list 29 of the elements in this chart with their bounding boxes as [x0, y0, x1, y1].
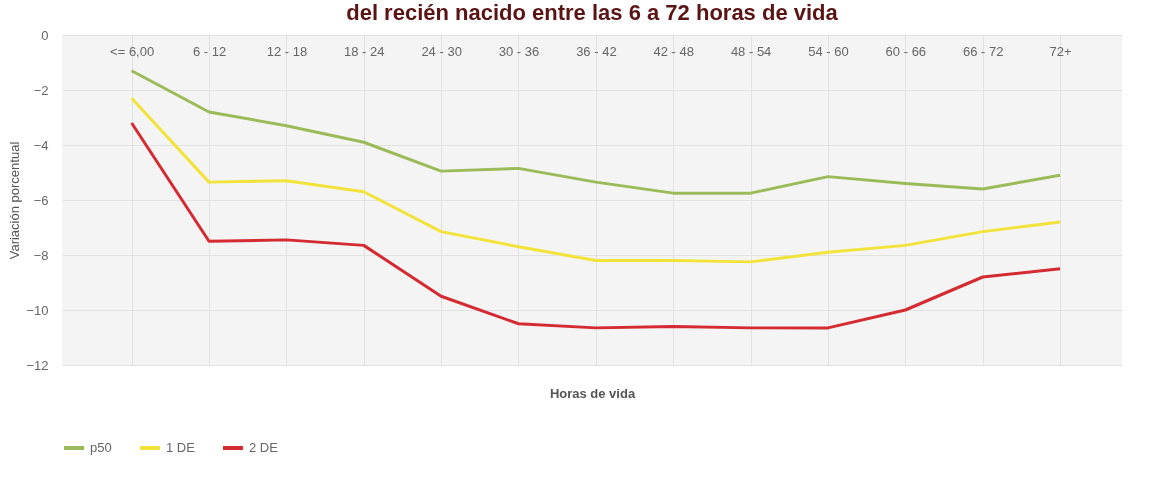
x-tick-label: 36 - 42 — [576, 43, 617, 59]
x-axis-title: Horas de vida — [549, 385, 636, 401]
y-tick-label: −4 — [33, 137, 49, 153]
legend-label: 1 DE — [166, 440, 196, 455]
legend-label: 2 DE — [249, 440, 279, 455]
line-series — [130, 69, 1062, 195]
x-tick-label: 24 - 30 — [421, 43, 462, 59]
x-tick-label: 66 - 72 — [962, 43, 1004, 59]
x-tick-label: 72+ — [1049, 43, 1072, 59]
line-series — [130, 96, 1062, 264]
y-tick-label: −10 — [26, 302, 49, 318]
x-tick-label: 6 - 12 — [192, 43, 227, 59]
y-tick-label: −6 — [33, 192, 49, 208]
line-series — [130, 121, 1062, 330]
chart-title: del recién nacido entre las 6 a 72 horas de vida — [346, 0, 839, 25]
x-tick-label: 30 - 36 — [498, 43, 540, 59]
y-tick-label: −8 — [33, 247, 49, 263]
x-tick-label: 18 - 24 — [344, 43, 385, 59]
y-axis-title: Variación porcentual — [7, 141, 23, 260]
x-tick-label: 12 - 18 — [266, 43, 308, 59]
x-tick-label: 42 - 48 — [653, 43, 694, 59]
legend-label: p50 — [90, 440, 112, 455]
y-tick-label: −12 — [26, 357, 49, 373]
x-tick-label: 54 - 60 — [808, 43, 849, 59]
x-tick-label: 48 - 54 — [730, 43, 772, 59]
y-tick-label: 0 — [41, 27, 49, 43]
y-tick-label: −2 — [33, 82, 49, 98]
x-tick-label: <= 6,00 — [110, 43, 155, 59]
x-tick-label: 60 - 66 — [885, 43, 927, 59]
